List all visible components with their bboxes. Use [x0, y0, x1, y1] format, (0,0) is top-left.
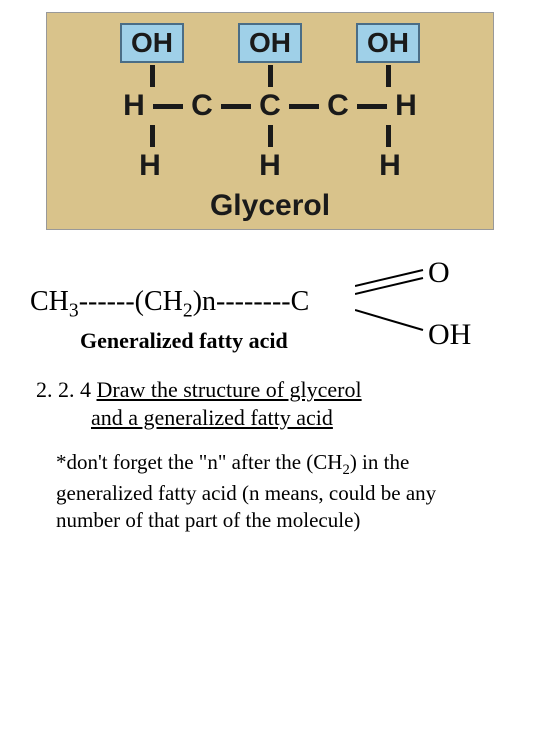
- fa-close: ): [193, 286, 202, 317]
- task-line1: Draw the structure of glycerol: [97, 377, 362, 402]
- bond-horizontal: [153, 104, 183, 109]
- bond-vertical: [150, 125, 155, 147]
- double-bond-icon: [355, 266, 427, 296]
- bond-row: [55, 123, 485, 149]
- fa-dash: ------: [79, 286, 135, 317]
- bond-horizontal: [357, 104, 387, 109]
- fatty-acid-formula: CH3------(CH2)n--------C: [30, 286, 309, 323]
- fa-sub: 2: [183, 301, 193, 322]
- fa-dash: --------: [216, 286, 291, 317]
- bond-vertical: [268, 125, 273, 147]
- oh-row: OH OH OH: [55, 23, 485, 63]
- atom-o: O: [428, 256, 450, 290]
- oh-box: OH: [238, 23, 302, 63]
- note-sub: 2: [342, 462, 349, 478]
- atom-oh: OH: [428, 318, 471, 352]
- fa-n: n: [202, 286, 216, 317]
- bond-horizontal: [221, 104, 251, 109]
- single-bond-icon: [355, 306, 427, 336]
- fa-sub: 3: [69, 301, 79, 322]
- bond-vertical: [150, 65, 155, 87]
- atom-c: C: [189, 89, 215, 123]
- bond-vertical: [268, 65, 273, 87]
- note-text: *don't forget the "n" after the (CH2) in…: [56, 449, 492, 534]
- task-number: 2. 2. 4: [36, 377, 97, 402]
- fa-mid: (CH: [135, 286, 183, 317]
- atom-h: H: [120, 149, 180, 183]
- bond-vertical: [386, 65, 391, 87]
- hydrogen-row: H H H: [55, 149, 485, 183]
- atom-h: H: [393, 89, 419, 123]
- atom-c: C: [325, 89, 351, 123]
- bond-horizontal: [289, 104, 319, 109]
- atom-h: H: [240, 149, 300, 183]
- oh-box: OH: [356, 23, 420, 63]
- glycerol-structure: OH OH OH H C C C H H H H Glycerol: [46, 12, 494, 230]
- task-text: 2. 2. 4 Draw the structure of glycerol a…: [36, 376, 504, 431]
- note-t1: *don't forget the "n" after the (CH: [56, 450, 342, 474]
- bond-vertical: [386, 125, 391, 147]
- task-line2: and a generalized fatty acid: [91, 405, 333, 430]
- carbon-row: H C C C H: [55, 89, 485, 123]
- fa-prefix: CH: [30, 286, 69, 317]
- atom-c: C: [257, 89, 283, 123]
- glycerol-label: Glycerol: [55, 189, 485, 223]
- atom-h: H: [121, 89, 147, 123]
- atom-c: C: [291, 286, 310, 317]
- bond-row: [55, 63, 485, 89]
- fatty-acid-structure: O CH3------(CH2)n--------C OH Generalize…: [20, 258, 520, 358]
- fatty-acid-caption: Generalized fatty acid: [80, 328, 288, 354]
- oh-box: OH: [120, 23, 184, 63]
- atom-h: H: [360, 149, 420, 183]
